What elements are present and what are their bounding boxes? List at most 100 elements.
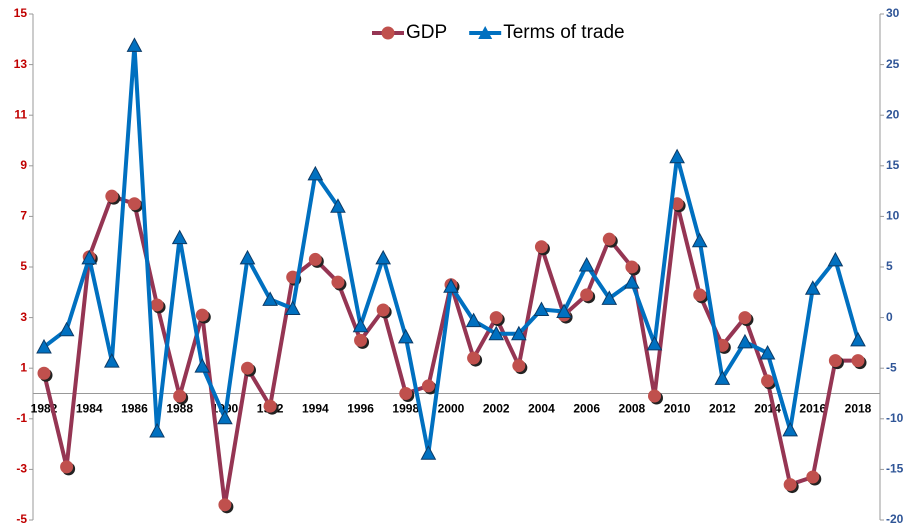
marker xyxy=(602,232,616,246)
marker xyxy=(693,288,707,302)
y-tick-label: 1 xyxy=(20,360,27,374)
x-tick-label: 2008 xyxy=(619,402,646,416)
marker xyxy=(195,308,209,322)
marker xyxy=(126,37,143,52)
x-tick-label: 1996 xyxy=(347,402,374,416)
y-tick-label: 7 xyxy=(20,209,27,223)
marker xyxy=(533,301,550,317)
x-tick-label: 2002 xyxy=(483,402,510,416)
x-tick-label: 1988 xyxy=(166,402,193,416)
marker xyxy=(782,421,799,437)
marker xyxy=(263,399,277,413)
y-tick-label: -5 xyxy=(16,512,27,525)
x-tick-label: 2018 xyxy=(845,402,872,416)
marker xyxy=(465,312,482,328)
marker xyxy=(601,290,618,305)
y2-tick-label: 0 xyxy=(886,310,893,324)
marker xyxy=(375,249,392,265)
marker xyxy=(81,249,98,265)
x-tick-label: 1998 xyxy=(392,402,419,416)
y-tick-label: 9 xyxy=(20,158,27,172)
x-tick-label: 1984 xyxy=(76,402,103,416)
marker xyxy=(737,333,753,349)
marker xyxy=(397,328,414,344)
marker xyxy=(625,260,639,274)
marker xyxy=(512,359,526,373)
marker xyxy=(308,252,322,266)
marker xyxy=(648,389,661,403)
y2-tick-label: 20 xyxy=(886,107,900,121)
marker xyxy=(239,249,256,265)
marker xyxy=(421,379,435,393)
marker xyxy=(646,335,663,351)
marker xyxy=(354,333,368,347)
marker xyxy=(420,445,437,460)
x-tick-label: 1994 xyxy=(302,402,329,416)
y2-tick-label: -15 xyxy=(886,462,904,476)
x-tick-label: 2006 xyxy=(573,402,600,416)
y2-tick-label: 5 xyxy=(886,259,893,273)
marker xyxy=(443,278,459,293)
series-line xyxy=(42,43,860,456)
marker xyxy=(738,311,752,325)
marker xyxy=(150,298,164,312)
y-tick-label: 15 xyxy=(14,6,28,20)
marker xyxy=(37,366,51,380)
x-tick-label: 2010 xyxy=(664,402,691,416)
legend-marker xyxy=(381,26,395,40)
marker xyxy=(103,353,120,368)
y2-tick-label: 15 xyxy=(886,158,900,172)
y2-tick-label: -10 xyxy=(886,411,904,425)
y2-tick-label: -5 xyxy=(886,360,897,374)
marker xyxy=(534,240,548,254)
marker xyxy=(804,280,821,295)
marker xyxy=(670,197,684,211)
marker xyxy=(218,498,232,512)
y2-tick-label: 25 xyxy=(886,57,900,71)
x-tick-label: 2004 xyxy=(528,402,555,416)
marker xyxy=(783,478,797,492)
marker xyxy=(761,374,775,388)
x-tick-label: 1986 xyxy=(121,402,148,416)
marker xyxy=(127,197,141,211)
x-tick-label: 2016 xyxy=(799,402,826,416)
marker xyxy=(241,361,254,375)
marker xyxy=(851,354,865,368)
marker xyxy=(669,148,685,164)
y-tick-label: 3 xyxy=(20,310,27,324)
legend-label: GDP xyxy=(406,22,447,43)
marker xyxy=(330,198,346,213)
y-tick-label: -1 xyxy=(16,411,27,425)
y2-tick-label: -20 xyxy=(886,512,904,525)
marker xyxy=(488,325,505,341)
marker xyxy=(284,300,301,315)
marker xyxy=(827,251,844,267)
marker xyxy=(173,389,187,403)
marker xyxy=(759,344,776,360)
marker xyxy=(580,288,594,302)
marker xyxy=(467,351,481,365)
marker xyxy=(376,303,390,317)
marker xyxy=(399,387,413,400)
y2-tick-label: 30 xyxy=(886,6,900,20)
y2-tick-label: 10 xyxy=(886,209,900,223)
marker xyxy=(60,460,74,474)
marker xyxy=(578,256,595,272)
legend-marker xyxy=(478,26,493,39)
marker xyxy=(331,275,345,289)
y-tick-label: -3 xyxy=(16,462,27,476)
marker xyxy=(171,229,188,245)
y-tick-label: 5 xyxy=(20,259,27,273)
marker xyxy=(828,354,842,368)
x-tick-label: 2000 xyxy=(438,402,465,416)
marker xyxy=(149,422,165,438)
y-tick-label: 11 xyxy=(14,107,27,121)
marker xyxy=(714,370,731,385)
marker xyxy=(217,409,233,425)
marker xyxy=(806,470,820,484)
marker xyxy=(489,311,503,325)
marker xyxy=(105,189,119,203)
marker xyxy=(352,317,369,333)
